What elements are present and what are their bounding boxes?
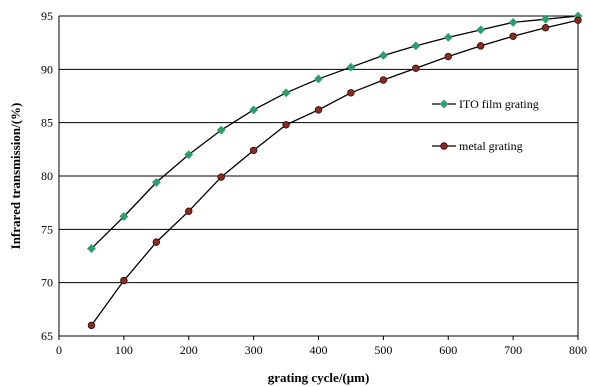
data-point [574,16,582,24]
data-point [249,146,258,155]
y-tick-label: 90 [41,62,53,76]
y-tick-label: 95 [41,9,53,23]
x-tick-label: 300 [245,343,263,357]
tick-labels: 65 70 75 80 85 90 95 0 100 200 300 400 500 600 700 800 [41,9,587,357]
data-point [412,64,420,72]
y-tick-label: 70 [41,276,53,290]
x-tick-label: 700 [504,343,522,357]
x-axis-label: grating cycle/(μm) [268,370,370,385]
legend-marker [439,99,449,109]
y-axis-label: Infrared transmission/(%) [8,103,23,250]
data-point [411,41,421,51]
x-tick-label: 100 [115,343,133,357]
data-point [347,89,355,97]
data-point [120,276,128,285]
series-line [90,19,579,326]
data-point [541,14,550,24]
series [87,11,583,330]
legend-label: ITO film grating [459,97,539,111]
data-point [185,207,193,215]
x-tick-label: 500 [374,343,392,357]
y-tick-label: 75 [41,222,53,236]
data-point [216,125,226,135]
data-point [249,105,259,115]
legend-marker [440,142,448,150]
x-tick-label: 800 [569,343,587,357]
series-line [90,15,579,249]
data-point [508,17,518,27]
x-tick-label: 600 [439,343,457,357]
data-point [87,244,96,253]
x-tick-label: 400 [310,343,328,357]
data-point [184,150,194,160]
data-point [443,32,453,42]
data-point [509,32,517,40]
legend-label: metal grating [459,139,523,153]
data-point [476,42,485,50]
data-point [314,106,323,114]
data-point [281,88,291,98]
legend: ITO film grating metal grating [432,97,539,153]
data-point [379,76,388,84]
gridlines [59,15,578,337]
legend-item: ITO film grating [432,97,539,111]
data-point [87,321,96,330]
series-metal-grating [87,16,582,330]
data-point [217,173,225,181]
series-ito-film-grating [87,11,583,253]
data-point [151,177,161,187]
data-point [314,74,323,84]
axes [58,16,579,340]
data-point [378,51,388,60]
y-tick-label: 65 [41,329,53,343]
y-tick-label: 80 [41,169,53,183]
data-point [346,62,356,72]
data-point [119,212,129,221]
x-tick-label: 200 [180,343,198,357]
data-point [444,52,452,61]
data-point [152,238,161,246]
data-point [282,121,290,129]
data-point [541,24,550,32]
data-point [476,25,486,35]
x-tick-label: 0 [56,343,62,357]
legend-item: metal grating [432,139,523,153]
y-tick-label: 85 [41,116,53,130]
